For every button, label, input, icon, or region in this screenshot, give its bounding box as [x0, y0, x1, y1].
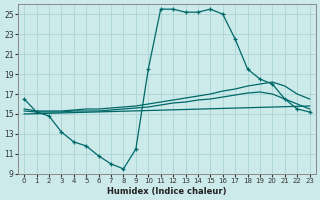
X-axis label: Humidex (Indice chaleur): Humidex (Indice chaleur)	[107, 187, 227, 196]
